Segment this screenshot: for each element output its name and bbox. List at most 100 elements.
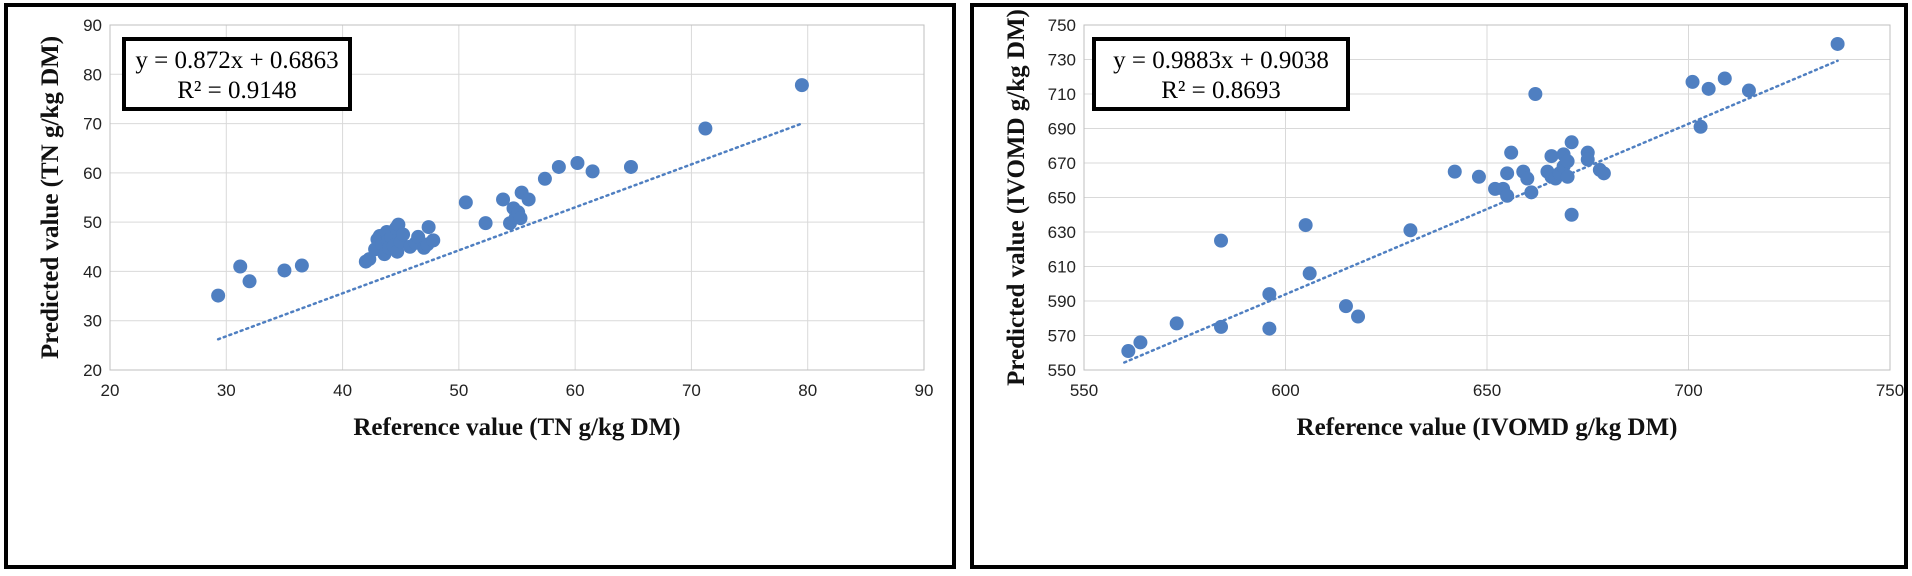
- r-squared-text: R² = 0.8693: [1161, 77, 1281, 104]
- x-tick-label: 700: [1674, 381, 1702, 400]
- data-point: [1262, 321, 1277, 336]
- data-point: [1717, 71, 1732, 86]
- data-point: [426, 233, 441, 248]
- y-tick-label: 690: [1048, 120, 1076, 139]
- chart-panel-ivomd: 550 570 590 610 630 650 670 690 710 730 750 550 600 6…: [970, 3, 1908, 569]
- trendline: [1123, 59, 1839, 364]
- data-point: [513, 211, 528, 226]
- x-tick-label: 80: [798, 381, 817, 400]
- x-tick-label: 90: [915, 381, 934, 400]
- data-point: [1338, 299, 1353, 314]
- data-point: [1471, 169, 1486, 184]
- data-point: [1121, 344, 1136, 359]
- data-point: [1520, 171, 1535, 186]
- equation-text: y = 0.9883x + 0.9038: [1113, 47, 1329, 74]
- x-tick-label: 550: [1070, 381, 1098, 400]
- data-point: [478, 216, 493, 231]
- data-point: [1447, 164, 1462, 179]
- y-tick-label: 50: [83, 213, 102, 232]
- data-point: [396, 227, 411, 242]
- r-squared-text: R² = 0.9148: [177, 77, 297, 104]
- data-point: [1564, 135, 1579, 150]
- y-tick-label: 650: [1048, 189, 1076, 208]
- data-point: [551, 159, 566, 174]
- data-point: [421, 220, 436, 235]
- data-point: [1701, 81, 1716, 96]
- chart-panel-tn: 20 30 40 50 60 70 80 90 20 30 40 50 60 70 80 90 y = 0.87…: [4, 3, 956, 569]
- y-tick-label: 30: [83, 312, 102, 331]
- tn-scatter-chart: 20 30 40 50 60 70 80 90 20 30 40 50 60 70 80 90 y = 0.87…: [37, 16, 934, 441]
- data-point: [623, 159, 638, 174]
- x-tick-label: 600: [1271, 381, 1299, 400]
- y-tick-label: 550: [1048, 361, 1076, 380]
- equation-box: [1092, 37, 1350, 111]
- data-point: [1830, 36, 1845, 51]
- data-point: [1500, 188, 1515, 203]
- data-point: [1560, 169, 1575, 184]
- data-point: [1351, 309, 1366, 324]
- x-tick-label: 30: [217, 381, 236, 400]
- y-tick-label: 60: [83, 164, 102, 183]
- plot-area: [109, 24, 925, 371]
- x-tick-label: 70: [682, 381, 701, 400]
- y-tick-label: 630: [1048, 223, 1076, 242]
- data-point: [1298, 218, 1313, 233]
- equation-text: y = 0.872x + 0.6863: [135, 47, 338, 74]
- y-tick-label: 70: [83, 115, 102, 134]
- y-tick-label: 670: [1048, 154, 1076, 173]
- y-tick-label: 80: [83, 65, 102, 84]
- data-point: [1214, 319, 1229, 334]
- y-tick-label: 40: [83, 262, 102, 281]
- ivomd-scatter-chart: 550 570 590 610 630 650 670 690 710 730 750 550 600 6…: [1003, 9, 1904, 441]
- plot-area: [1083, 24, 1891, 371]
- data-point: [1564, 207, 1579, 222]
- data-point: [1262, 287, 1277, 302]
- data-point: [1693, 119, 1708, 134]
- data-point: [1596, 166, 1611, 181]
- data-point: [521, 192, 536, 207]
- y-tick-label: 570: [1048, 327, 1076, 346]
- data-point: [1528, 87, 1543, 101]
- y-tick-label: 20: [83, 361, 102, 380]
- y-tick-label: 590: [1048, 292, 1076, 311]
- y-tick-label: 90: [83, 16, 102, 35]
- data-point: [1133, 335, 1148, 350]
- data-point: [537, 171, 552, 186]
- x-axis-title: Reference value (TN g/kg DM): [353, 414, 680, 441]
- y-axis-title: Predicted value (IVOMD g/kg DM): [1003, 9, 1030, 386]
- x-tick-label: 750: [1876, 381, 1904, 400]
- data-point: [233, 259, 248, 274]
- data-point: [1544, 149, 1559, 164]
- x-axis-title: Reference value (IVOMD g/kg DM): [1297, 414, 1678, 441]
- data-point: [1741, 83, 1756, 98]
- data-point: [242, 274, 257, 289]
- data-point: [1504, 145, 1519, 160]
- data-point: [294, 258, 309, 273]
- y-tick-label: 610: [1048, 258, 1076, 277]
- y-axis-title: Predicted value (TN g/kg DM): [37, 36, 64, 359]
- data-point: [698, 121, 713, 136]
- y-tick-label: 730: [1048, 51, 1076, 70]
- x-tick-label: 60: [566, 381, 585, 400]
- x-tick-label: 20: [101, 381, 120, 400]
- x-tick-label: 40: [333, 381, 352, 400]
- x-tick-label: 50: [449, 381, 468, 400]
- data-point: [1580, 152, 1595, 167]
- trendline: [216, 122, 804, 341]
- y-tick-label: 710: [1048, 85, 1076, 104]
- data-point: [277, 263, 292, 278]
- data-point: [1560, 154, 1575, 169]
- data-point: [1524, 185, 1539, 200]
- data-point: [570, 156, 585, 170]
- equation-box: [122, 37, 352, 111]
- y-tick-label: 750: [1048, 16, 1076, 35]
- data-point: [1214, 233, 1229, 248]
- x-tick-label: 650: [1473, 381, 1501, 400]
- data-point: [496, 192, 511, 207]
- data-point: [458, 195, 473, 210]
- data-point: [794, 78, 809, 93]
- data-point: [1302, 266, 1317, 281]
- data-point: [211, 288, 226, 303]
- data-point: [1169, 316, 1184, 331]
- data-point: [1403, 223, 1418, 238]
